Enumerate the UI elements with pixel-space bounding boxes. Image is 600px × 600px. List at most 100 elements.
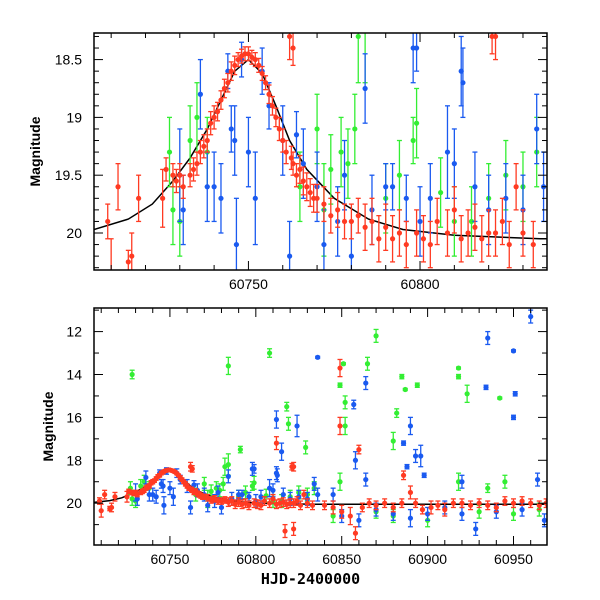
data-point-red <box>304 172 310 202</box>
data-point-blue <box>534 472 541 487</box>
marker <box>348 218 354 225</box>
x-tick-label: 60750 <box>229 276 268 292</box>
marker <box>270 496 276 502</box>
data-point-blue <box>407 508 414 528</box>
data-point-green <box>455 373 462 380</box>
data-point-green <box>413 87 420 159</box>
marker <box>407 423 414 429</box>
marker <box>420 236 427 242</box>
marker <box>293 132 300 138</box>
marker <box>390 504 396 511</box>
marker <box>300 178 306 184</box>
series-green <box>127 328 542 528</box>
data-point-blue <box>232 105 238 176</box>
marker <box>237 446 243 453</box>
marker <box>315 354 321 360</box>
data-point-red <box>413 209 420 257</box>
data-point-blue <box>528 309 534 324</box>
data-point-red <box>499 197 505 246</box>
data-point-green <box>345 128 351 199</box>
data-point-red <box>492 209 499 257</box>
data-point-red <box>376 215 382 263</box>
marker <box>321 241 327 248</box>
marker <box>228 126 234 132</box>
marker <box>136 195 142 201</box>
data-point-red <box>297 154 303 184</box>
marker <box>359 504 365 511</box>
data-point-red <box>427 220 433 269</box>
data-point-green <box>251 475 257 490</box>
marker <box>125 259 131 265</box>
marker <box>208 488 214 494</box>
marker <box>115 184 121 190</box>
marker <box>337 423 343 429</box>
marker <box>328 213 334 219</box>
marker <box>153 494 159 500</box>
marker <box>330 491 336 498</box>
marker <box>530 241 536 248</box>
data-point-green <box>497 395 503 401</box>
marker <box>205 502 211 508</box>
marker <box>233 241 240 248</box>
marker <box>503 195 509 201</box>
marker <box>513 184 519 190</box>
marker <box>287 33 293 40</box>
data-point-red <box>218 90 224 110</box>
marker <box>187 137 193 144</box>
data-point-blue <box>534 93 540 165</box>
marker <box>400 472 407 478</box>
marker <box>311 481 317 487</box>
data-point-red <box>112 491 118 502</box>
marker <box>479 236 485 242</box>
marker <box>201 481 207 487</box>
data-point-green <box>399 373 405 380</box>
data-point-green <box>476 504 482 519</box>
marker <box>220 481 226 487</box>
marker <box>519 498 525 504</box>
data-point-red <box>309 500 316 511</box>
marker <box>502 479 508 485</box>
marker <box>290 45 296 51</box>
data-point-blue <box>293 110 300 159</box>
data-point-red <box>383 203 389 251</box>
x-tick-label: 60800 <box>236 551 275 567</box>
marker <box>352 457 359 463</box>
marker <box>460 80 466 86</box>
ticks <box>94 308 547 545</box>
marker <box>228 68 234 74</box>
data-point-blue <box>218 162 224 234</box>
marker <box>396 172 403 178</box>
marker <box>352 126 358 132</box>
data-point-red <box>134 491 140 498</box>
marker <box>402 386 408 393</box>
marker <box>251 466 257 472</box>
series-blue <box>177 33 547 270</box>
marker <box>483 384 489 390</box>
marker <box>218 97 224 103</box>
x-axis-label: HJD-2400000 <box>261 570 360 588</box>
marker <box>421 472 427 478</box>
data-point-blue <box>225 469 231 484</box>
data-point-green <box>352 93 358 165</box>
data-point-blue <box>407 416 414 436</box>
marker <box>369 218 375 225</box>
marker <box>204 137 210 144</box>
marker <box>300 161 306 167</box>
marker <box>419 507 426 513</box>
data-point-green <box>355 33 361 84</box>
marker <box>270 487 276 493</box>
marker <box>180 184 186 190</box>
marker <box>261 498 268 504</box>
marker <box>450 500 456 506</box>
marker <box>383 184 389 190</box>
marker <box>341 172 348 178</box>
marker <box>338 149 344 155</box>
marker <box>134 496 140 502</box>
marker <box>297 166 303 173</box>
marker <box>235 56 241 63</box>
data-point-blue <box>460 47 466 119</box>
data-point-red <box>341 203 348 240</box>
marker <box>266 500 273 506</box>
marker <box>339 509 345 515</box>
data-point-red <box>420 215 427 263</box>
